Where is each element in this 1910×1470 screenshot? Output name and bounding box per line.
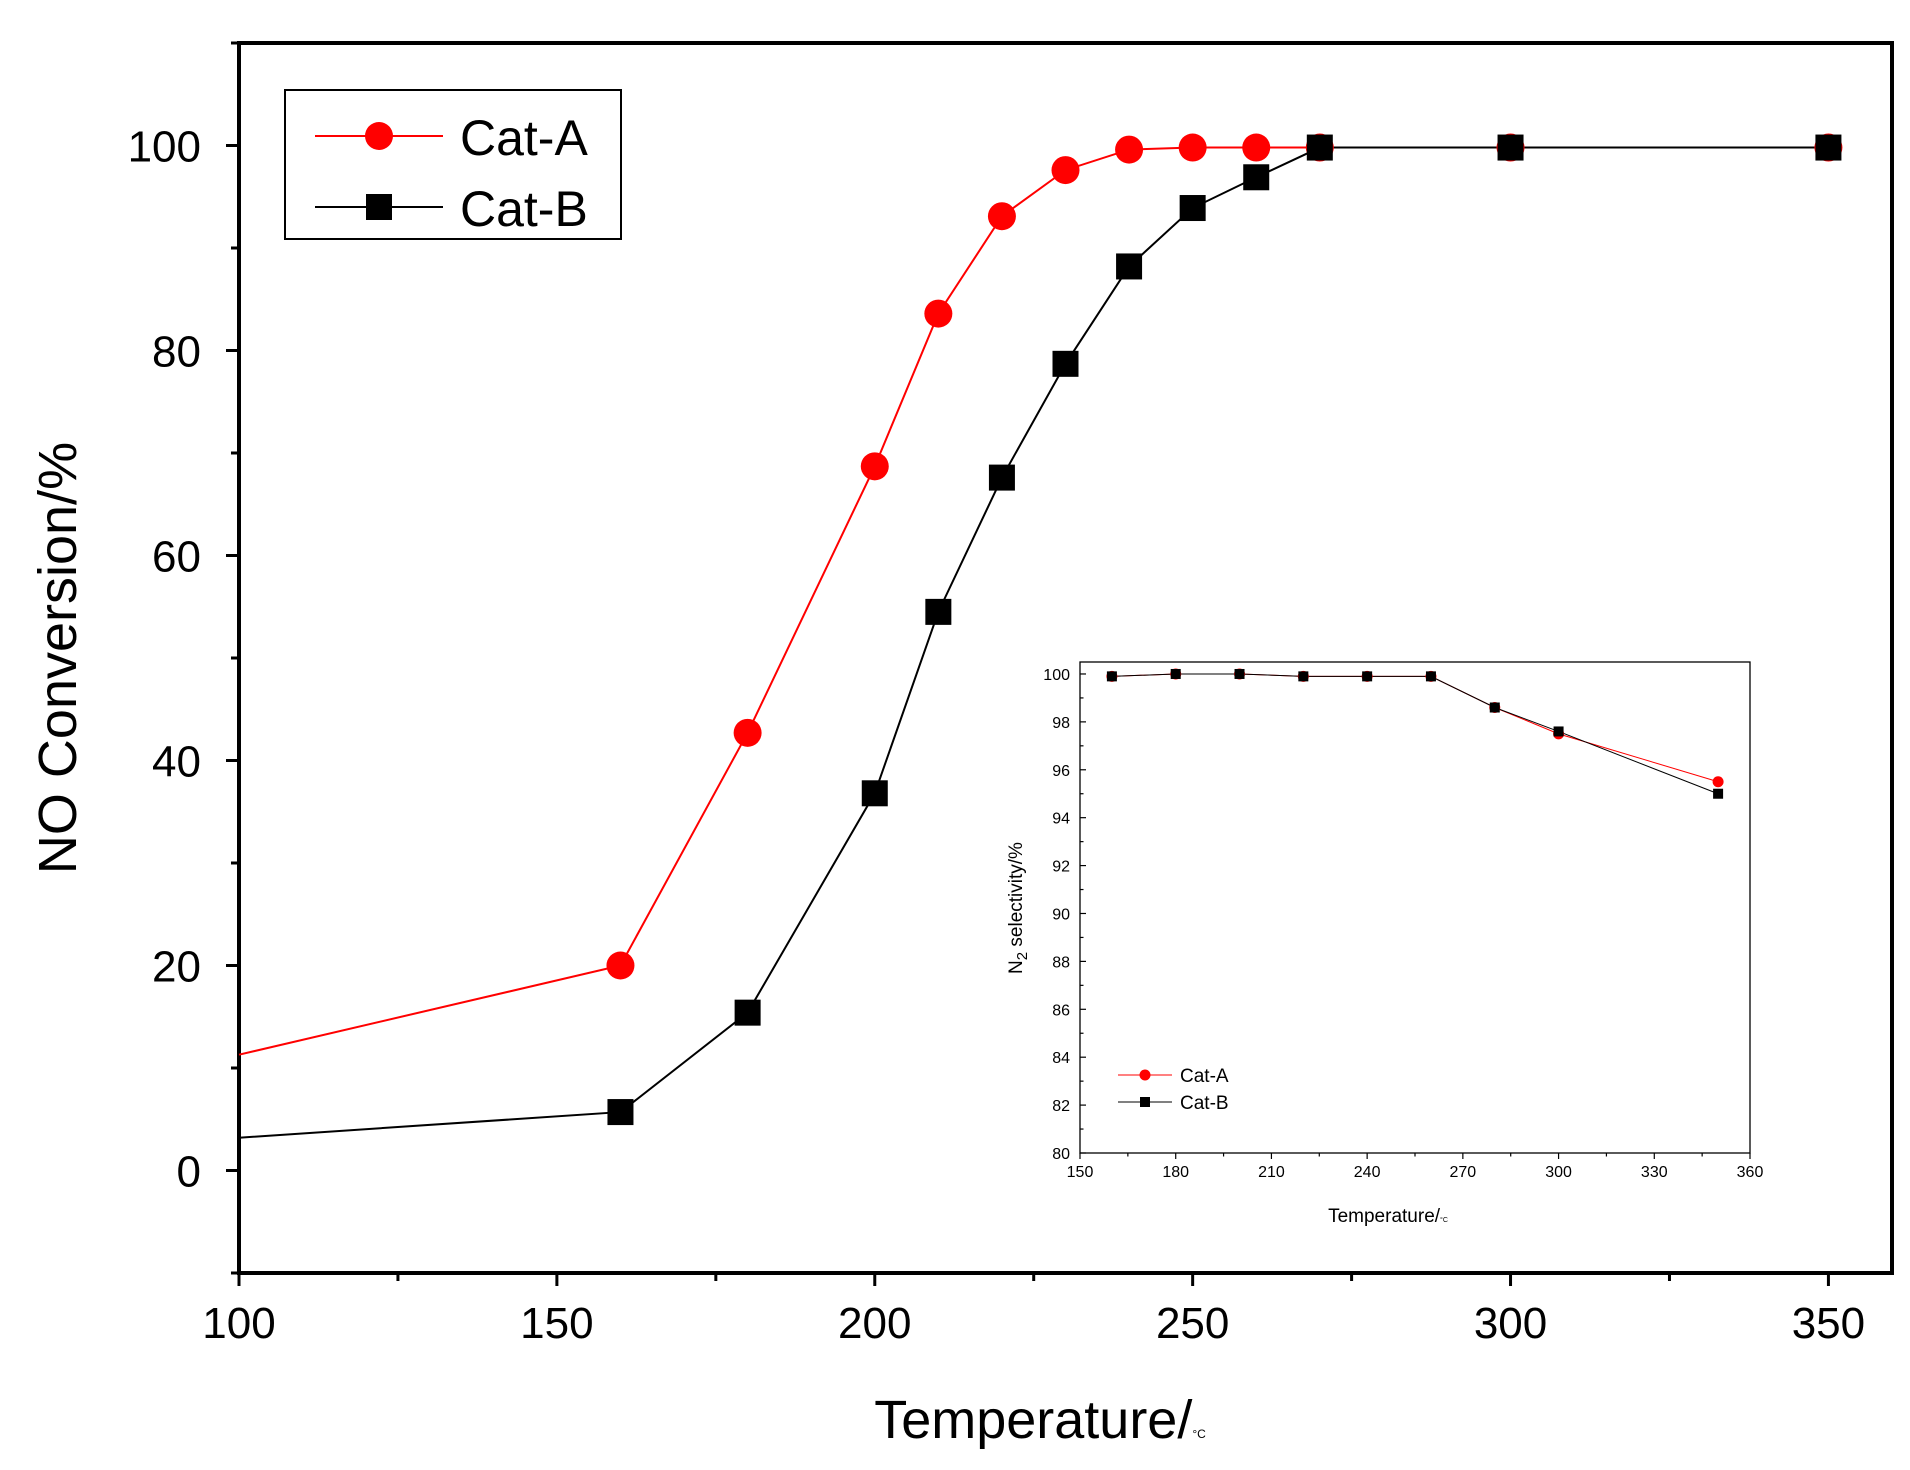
inset-y-axis-title-rest: selectivity/% (1006, 842, 1027, 952)
main-x-tick-label: 100 (202, 1299, 275, 1348)
inset-marker-cat-b (1713, 788, 1724, 799)
inset-marker-cat-b (1234, 668, 1245, 679)
main-legend-cat-b-marker (366, 194, 392, 220)
main-marker-cat-b (988, 464, 1015, 491)
inset-y-tick-label: 84 (1052, 1050, 1070, 1067)
main-marker-cat-a (860, 452, 889, 481)
inset-y-tick-label: 92 (1052, 859, 1070, 876)
main-marker-cat-a (987, 202, 1016, 231)
main-marker-cat-b (925, 598, 952, 625)
main-y-tick-label: 60 (152, 533, 201, 582)
main-marker-cat-a (924, 299, 953, 328)
main-marker-cat-a (606, 951, 635, 980)
inset-marker-cat-b (1425, 671, 1436, 682)
main-x-tick-label: 300 (1474, 1299, 1547, 1348)
inset-y-tick-label: 88 (1052, 954, 1070, 971)
inset-y-tick-label: 100 (1043, 667, 1070, 684)
main-y-axis-title: NO Conversion/% (28, 442, 88, 874)
inset-legend-cat-a-marker (1139, 1069, 1151, 1081)
main-legend: Cat-A Cat-B (284, 89, 622, 240)
main-y-tick-label: 100 (128, 123, 201, 172)
inset-series-markers (1106, 668, 1724, 799)
main-legend-box (284, 89, 622, 240)
main-marker-cat-b (1815, 134, 1842, 161)
inset-x-tick-label: 360 (1737, 1164, 1764, 1181)
inset-legend-cat-b-marker (1140, 1097, 1150, 1107)
inset-x-tick-label: 180 (1162, 1164, 1189, 1181)
main-marker-cat-a (733, 718, 762, 747)
inset-y-tick-label: 90 (1052, 906, 1070, 923)
main-legend-cat-a-marker (365, 122, 393, 150)
inset-y-axis-title-n: N (1006, 960, 1027, 974)
main-y-tick-label: 20 (152, 943, 201, 992)
inset-y-axis-title-subscript: 2 (1014, 952, 1031, 960)
main-y-tick-label: 40 (152, 738, 201, 787)
main-x-tick-label: 150 (520, 1299, 593, 1348)
main-legend-cat-a-label: Cat-A (460, 110, 588, 166)
inset-marker-cat-b (1170, 668, 1181, 679)
main-marker-cat-b (1116, 253, 1143, 280)
main-marker-cat-b (861, 780, 888, 807)
main-marker-cat-a (1242, 133, 1271, 162)
main-marker-cat-b (607, 1099, 634, 1126)
inset-x-axis-unit: °C (1440, 1216, 1448, 1224)
main-y-tick-label: 0 (177, 1148, 201, 1197)
main-marker-cat-b (1052, 350, 1079, 377)
inset-y-tick-label: 94 (1052, 811, 1070, 828)
inset-legend-cat-b-label: Cat-B (1180, 1093, 1229, 1114)
main-x-tick-label: 200 (838, 1299, 911, 1348)
main-x-tick-label: 250 (1156, 1299, 1229, 1348)
main-tick-labels: 100 150 200 250 300 350 0 20 40 60 80 100 (128, 123, 1866, 1349)
inset-marker-cat-b (1489, 702, 1500, 713)
main-marker-cat-b (1497, 134, 1524, 161)
main-x-axis-title-text: Temperature/ (874, 1390, 1192, 1450)
inset-marker-cat-b (1106, 671, 1117, 682)
inset-legend: Cat-A Cat-B (1118, 1066, 1229, 1114)
main-marker-cat-a (1115, 135, 1144, 164)
main-marker-cat-a (1178, 133, 1207, 162)
inset-background (1050, 660, 1753, 1155)
inset-chart: 150 180 210 240 270 300 330 360 80 82 84 86 88 90 92 94… (1006, 660, 1763, 1227)
inset-marker-cat-b (1553, 726, 1564, 737)
inset-x-tick-label: 330 (1641, 1164, 1668, 1181)
inset-x-tick-label: 240 (1354, 1164, 1381, 1181)
inset-x-tick-label: 270 (1450, 1164, 1477, 1181)
inset-ticks (1079, 673, 1751, 1159)
inset-y-tick-label: 86 (1052, 1002, 1070, 1019)
inset-marker-cat-a (1712, 776, 1724, 788)
main-marker-cat-b (734, 999, 761, 1026)
main-chart: 100 150 200 250 300 350 0 20 40 60 80 100 Cat-A Cat… (28, 41, 1894, 1450)
inset-x-tick-label: 150 (1067, 1164, 1094, 1181)
inset-y-axis-title: N2 selectivity/% (1006, 842, 1031, 974)
main-marker-cat-b (1243, 164, 1270, 191)
main-marker-cat-b (1179, 195, 1206, 222)
inset-x-tick-label: 210 (1258, 1164, 1285, 1181)
inset-y-tick-label: 82 (1052, 1098, 1070, 1115)
inset-y-tick-label: 80 (1052, 1146, 1070, 1163)
main-marker-cat-b (1306, 134, 1333, 161)
main-ticks (226, 41, 1830, 1286)
main-marker-cat-a (1051, 156, 1080, 185)
inset-x-axis-title: Temperature/°C (1328, 1206, 1448, 1227)
main-y-tick-label: 80 (152, 328, 201, 377)
main-x-axis-unit: °C (1192, 1427, 1206, 1441)
main-x-axis-title: Temperature/°C (874, 1390, 1206, 1450)
inset-marker-cat-b (1298, 671, 1309, 682)
main-x-tick-label: 350 (1792, 1299, 1865, 1348)
main-legend-cat-b-label: Cat-B (460, 181, 588, 237)
inset-x-axis-title-text: Temperature/ (1328, 1206, 1441, 1227)
main-series-markers (606, 133, 1843, 1126)
inset-legend-cat-a-label: Cat-A (1180, 1066, 1229, 1087)
inset-y-tick-label: 96 (1052, 763, 1070, 780)
inset-tick-labels: 150 180 210 240 270 300 330 360 80 82 84 86 88 90 92 94… (1043, 667, 1763, 1181)
inset-marker-cat-b (1362, 671, 1373, 682)
inset-y-tick-label: 98 (1052, 715, 1070, 732)
inset-x-tick-label: 300 (1545, 1164, 1572, 1181)
